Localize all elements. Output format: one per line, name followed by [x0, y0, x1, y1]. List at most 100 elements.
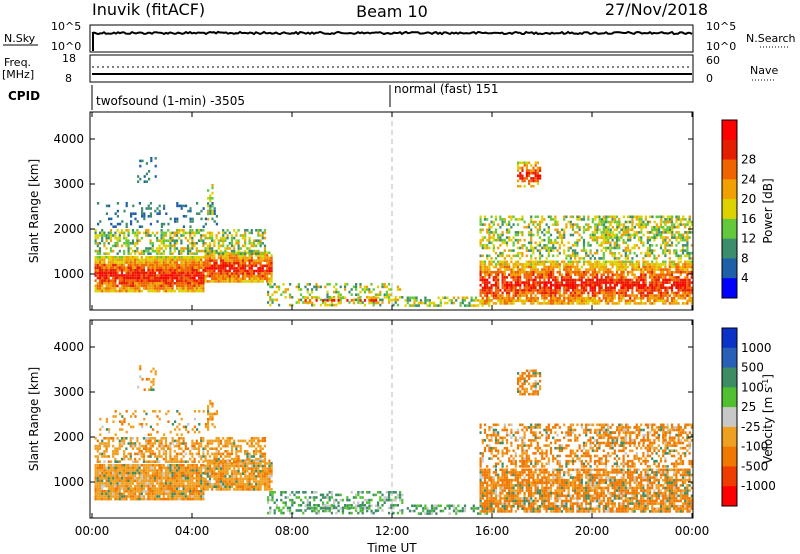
power-cell	[209, 199, 212, 203]
power-cell	[191, 252, 194, 255]
power-cell	[686, 244, 689, 247]
power-cell	[182, 247, 185, 250]
power-cell	[675, 249, 678, 252]
velocity-cell	[120, 466, 124, 470]
velocity-cell	[140, 471, 143, 475]
power-cell	[134, 287, 137, 290]
power-cell	[479, 273, 482, 277]
velocity-cell	[208, 464, 212, 468]
power-cell	[519, 263, 522, 266]
velocity-cell	[107, 495, 110, 498]
power-cell	[636, 223, 639, 226]
power-cell	[411, 304, 414, 307]
power-cell	[118, 263, 121, 267]
power-cell	[123, 276, 126, 280]
power-cell	[167, 289, 170, 293]
power-cell	[517, 184, 520, 188]
power-cell	[640, 283, 643, 287]
power-cell	[556, 231, 559, 234]
power-cell	[228, 259, 231, 262]
power-cell	[505, 265, 509, 269]
velocity-cell	[114, 482, 117, 485]
power-cell	[642, 220, 645, 224]
velocity-cell	[94, 474, 97, 477]
station-title: Inuvik (fitACF)	[92, 0, 205, 19]
power-cell	[569, 257, 572, 260]
power-cell	[603, 228, 606, 232]
power-cell	[574, 251, 577, 255]
power-cell	[519, 257, 522, 260]
power-cell	[109, 289, 113, 293]
power-cell	[501, 281, 504, 284]
power-cell	[230, 234, 234, 237]
power-cell	[129, 247, 132, 250]
power-cell	[514, 283, 517, 287]
velocity-cell	[149, 466, 152, 470]
power-cell	[112, 274, 115, 277]
velocity-cell	[195, 466, 198, 470]
power-cell	[593, 286, 597, 290]
power-cell	[147, 284, 150, 288]
power-cell	[118, 287, 121, 290]
power-cell	[200, 209, 203, 213]
power-cell	[605, 236, 608, 239]
velocity-cell	[131, 466, 135, 470]
power-cell	[241, 234, 245, 237]
power-cell	[182, 269, 185, 272]
velocity-cell	[175, 482, 179, 485]
power-cell	[538, 225, 542, 229]
power-cell	[266, 256, 269, 260]
power-cell	[653, 276, 656, 279]
power-cell	[618, 299, 621, 303]
power-cell	[248, 242, 251, 245]
power-cell	[563, 278, 566, 282]
velocity-cell	[101, 490, 104, 493]
velocity-cell	[94, 484, 97, 488]
power-cell	[503, 299, 506, 303]
power-cell	[527, 296, 531, 300]
power-cell	[103, 276, 106, 280]
power-cell	[651, 296, 654, 300]
power-cell	[615, 246, 619, 250]
power-cell	[532, 273, 535, 277]
power-cell	[552, 265, 555, 269]
velocity-cell	[94, 497, 97, 501]
power-cell	[233, 277, 236, 281]
power-cell	[517, 166, 520, 170]
power-cell	[193, 274, 196, 277]
velocity-cell	[180, 495, 183, 498]
velocity-cell	[116, 497, 119, 501]
velocity-cell	[175, 474, 179, 477]
power-cell	[313, 303, 316, 307]
power-cell	[211, 186, 214, 190]
power-cell	[560, 260, 564, 264]
power-cell	[569, 294, 572, 297]
power-cell	[677, 241, 680, 245]
power-cell	[255, 259, 258, 262]
power-cell	[505, 231, 509, 234]
velocity-cell	[107, 497, 110, 501]
power-cell	[154, 209, 157, 213]
power-cell	[501, 291, 504, 295]
power-cell	[536, 233, 539, 237]
power-cell	[556, 223, 559, 226]
power-cell	[211, 280, 214, 283]
power-cell	[585, 289, 588, 292]
power-cell	[560, 238, 564, 242]
power-cell	[163, 207, 166, 210]
power-cell	[101, 279, 104, 282]
power-cell	[594, 236, 597, 239]
velocity-cell	[213, 464, 216, 468]
power-cell	[530, 265, 533, 269]
velocity-cell	[175, 477, 179, 480]
power-cell	[233, 249, 236, 253]
power-cell	[521, 289, 524, 292]
power-cell	[499, 265, 502, 269]
power-cell	[202, 234, 205, 237]
power-cell	[131, 249, 135, 253]
velocity-cell	[151, 464, 154, 467]
power-cell	[653, 238, 656, 242]
power-cell	[648, 294, 652, 297]
power-cell	[596, 273, 599, 277]
power-cell	[578, 268, 581, 271]
